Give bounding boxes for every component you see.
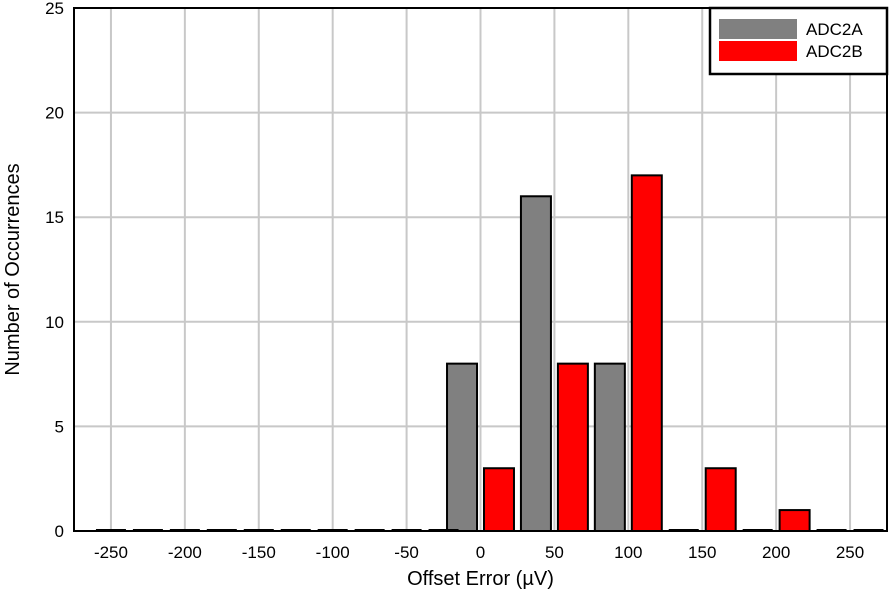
y-tick-label: 15: [45, 208, 64, 227]
x-tick-label: -100: [316, 543, 350, 562]
x-tick-label: -250: [94, 543, 128, 562]
x-tick-label: 50: [545, 543, 564, 562]
legend-label-adc2a: ADC2A: [806, 20, 863, 39]
x-tick-label: 200: [762, 543, 790, 562]
legend: ADC2A ADC2B: [708, 6, 889, 76]
bar-adc2a: [519, 195, 552, 532]
legend-swatch-adc2b: [719, 41, 797, 61]
legend-label-adc2b: ADC2B: [806, 42, 863, 61]
bars: [95, 174, 884, 533]
y-tick-label: 0: [55, 522, 64, 541]
x-axis-title: Offset Error (µV): [407, 568, 554, 590]
bar-adc2b: [704, 467, 737, 532]
bar-adc2b: [778, 509, 811, 532]
x-tick-label: 150: [688, 543, 716, 562]
y-tick-labels: 0 5 10 15 20 25: [45, 0, 64, 541]
x-tick-labels: -250 -200 -150 -100 -50 0 50 100 150 200 250: [94, 543, 864, 562]
y-tick-label: 20: [45, 104, 64, 123]
y-tick-label: 5: [55, 417, 64, 436]
bar-adc2b: [630, 174, 663, 533]
x-tick-label: 100: [614, 543, 642, 562]
bar-adc2a: [593, 362, 626, 533]
bar-adc2a: [446, 362, 479, 533]
y-axis-title: Number of Occurrences: [2, 163, 24, 375]
x-tick-label: 0: [476, 543, 485, 562]
y-tick-label: 10: [45, 313, 64, 332]
bar-adc2b: [482, 467, 515, 532]
x-tick-label: 250: [836, 543, 864, 562]
y-tick-label: 25: [45, 0, 64, 18]
bar-adc2b: [556, 362, 589, 533]
x-tick-label: -50: [394, 543, 419, 562]
plot-frame: [73, 7, 888, 532]
legend-swatch-adc2a: [719, 19, 797, 39]
x-tick-label: -200: [168, 543, 202, 562]
x-tick-label: -150: [242, 543, 276, 562]
